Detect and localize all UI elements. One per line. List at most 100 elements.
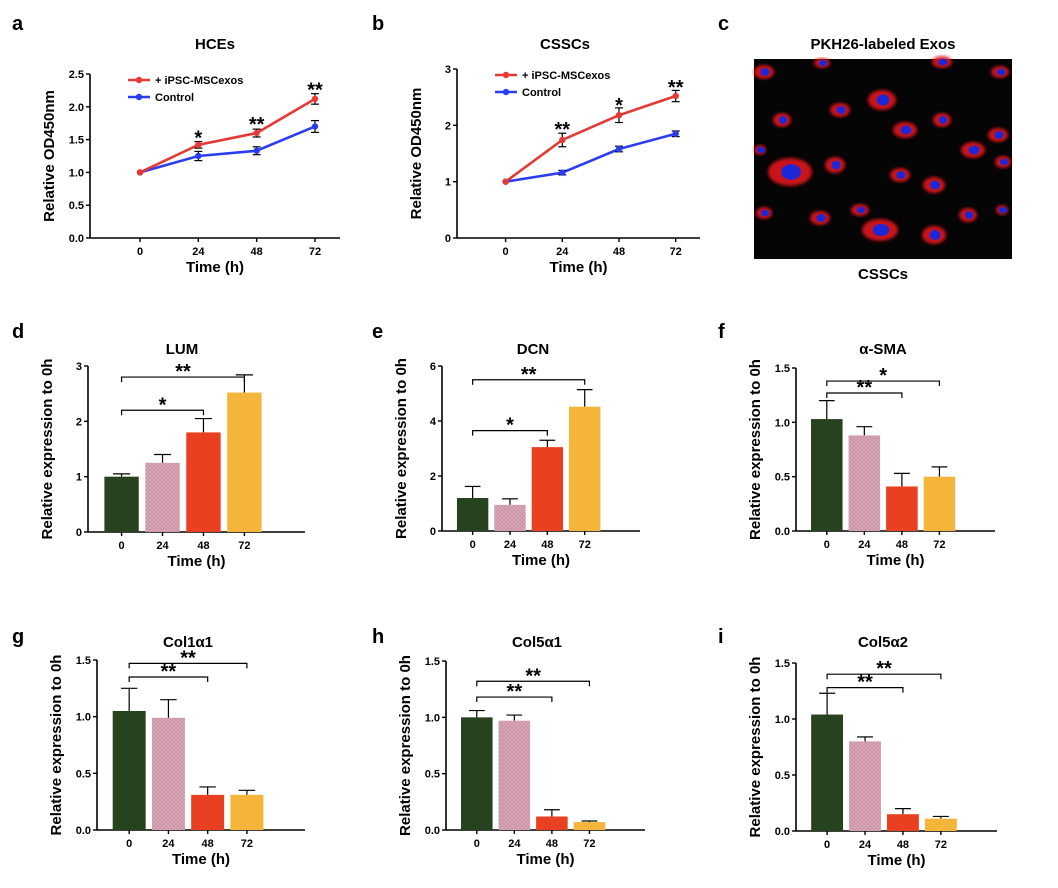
bar-0 [104,476,139,532]
x-tick-label: 48 [202,838,214,850]
bar-72 [573,822,606,830]
x-tick-label: 24 [859,839,872,851]
significance-mark: ** [668,77,684,99]
significance-bracket [120,376,246,383]
bar-48 [887,814,919,831]
cell-nucleus [996,68,1006,76]
y-tick-label: 0.0 [775,826,790,838]
legend-swatch-dot [135,93,143,101]
data-point [195,141,202,149]
x-tick-label: 48 [613,246,625,258]
bar-72 [923,476,956,531]
panel-letter-i: i [718,626,724,648]
cell-nucleus [856,206,866,214]
y-tick-label: 0 [76,527,82,539]
y-tick-label: 2 [76,416,82,428]
legend-swatch-dot [135,76,143,84]
y-tick-label: 1.0 [76,712,91,724]
panel-letter-h: h [372,626,384,648]
bar-72 [924,818,957,831]
chart-title: LUM [166,341,199,358]
x-tick-label: 72 [933,539,945,551]
panel-letter-g: g [12,626,24,648]
cell-nucleus [778,116,788,124]
y-tick-label: 2 [445,120,451,132]
cell-nucleus [938,58,948,66]
bar-48 [186,432,221,532]
y-axis-label: Relative expression to 0h [48,655,65,836]
data-point [615,145,623,153]
cell-nucleus [831,160,841,170]
significance-mark: ** [180,647,196,669]
significance-mark: ** [249,114,265,136]
data-point [253,147,260,154]
cell-nucleus [964,211,974,219]
y-tick-label: 2.0 [69,102,84,114]
legend-swatch-dot [502,88,510,96]
cell-nucleus [999,207,1007,213]
significance-mark: ** [857,672,873,694]
x-tick-label: 72 [241,838,253,850]
legend-entry: Control [155,92,194,104]
y-tick-label: 0.5 [76,768,91,780]
y-tick-label: 1.0 [69,167,84,179]
bar-0 [461,717,493,830]
y-tick-label: 0.5 [425,769,440,781]
y-tick-label: 0.0 [69,233,84,245]
bar-72 [230,794,264,830]
x-axis-label: Time (h) [167,553,225,570]
cell-nucleus [994,131,1004,139]
x-axis-label: Time (h) [172,851,230,868]
y-tick-label: 0.5 [775,472,790,484]
y-tick-label: 4 [430,416,437,428]
bar-0 [811,714,844,831]
bar-24 [494,504,526,531]
data-point [311,123,319,130]
data-point [502,178,509,185]
y-tick-label: 1.5 [69,135,84,147]
data-point [672,130,679,137]
y-tick-label: 2 [430,471,436,483]
bar-0 [112,711,146,830]
bar-48 [886,486,918,531]
bar-24 [498,720,531,830]
data-point [136,169,144,176]
cell-nucleus [938,116,948,124]
significance-bracket [826,673,942,680]
chart-panel-d: 0 1 2 3 LUM Time (h) Relative expression to 0h… [39,341,305,570]
x-tick-label: 72 [935,839,947,851]
significance-mark: * [615,95,623,117]
significance-bracket [120,409,205,416]
x-tick-label: 0 [503,246,509,258]
cell-nucleus [760,68,770,76]
chart-title: DCN [517,341,550,358]
series-line-1 [139,125,316,174]
chart-panel-g: 0.0 0.5 1.0 1.5 Col1α1 Time (h) Relative expre… [48,634,305,868]
x-axis-label: Time (h) [866,552,924,569]
x-tick-label: 48 [896,539,908,551]
panel-letter-a: a [12,13,24,35]
bar-24 [848,435,881,531]
y-tick-label: 1 [445,177,451,189]
panel-letter-b: b [372,13,384,35]
x-tick-label: 0 [137,246,143,258]
x-axis-label: Time (h) [549,259,607,276]
chart-panel-f: 0.0 0.5 1.0 1.5 α-SMA Time (h) Relative expres… [747,341,995,569]
y-tick-label: 1.0 [775,714,790,726]
y-axis-label: Relative expression to 0h [39,359,56,540]
y-tick-label: 3 [445,64,451,76]
cell-nucleus [1000,158,1008,166]
cell-nucleus [761,209,769,217]
y-tick-label: 1.5 [775,658,790,670]
bar-24 [145,462,180,532]
cell-nucleus [757,147,765,153]
y-tick-label: 0.0 [775,526,790,538]
y-tick-label: 0.0 [425,825,440,837]
cell-nucleus [968,145,980,155]
bar-24 [151,717,185,830]
significance-mark: * [506,415,514,437]
x-tick-label: 72 [579,539,591,551]
y-tick-label: 2.5 [69,69,84,81]
chart-panel-h: 0.0 0.5 1.0 1.5 Col5α1 Time (h) Relative expre… [397,634,645,868]
